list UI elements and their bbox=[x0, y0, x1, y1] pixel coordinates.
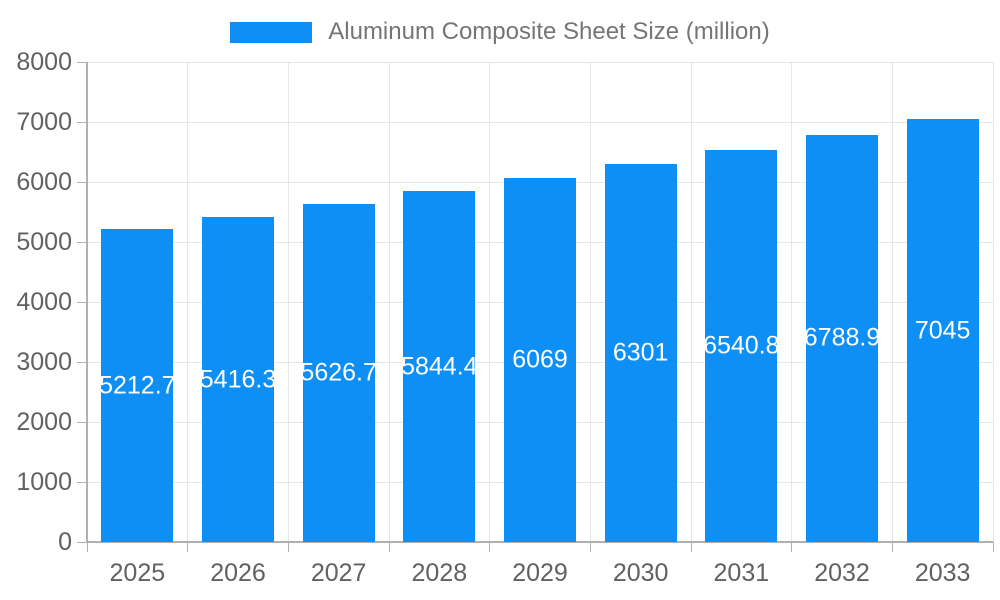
x-axis-line bbox=[87, 541, 993, 543]
y-axis-tick bbox=[77, 301, 87, 303]
gridline-horizontal bbox=[87, 61, 993, 63]
x-axis-tick bbox=[388, 542, 390, 552]
bar[interactable] bbox=[403, 191, 476, 542]
bar[interactable] bbox=[202, 217, 274, 542]
legend-label: Aluminum Composite Sheet Size (million) bbox=[328, 18, 770, 45]
y-axis-tick bbox=[77, 61, 87, 63]
bar[interactable] bbox=[504, 177, 576, 542]
y-axis-tick bbox=[77, 241, 87, 243]
y-axis-tick-label: 7000 bbox=[16, 108, 72, 136]
gridline-horizontal bbox=[87, 121, 993, 123]
y-axis-tick-label: 6000 bbox=[16, 168, 72, 196]
gridline-vertical bbox=[187, 62, 189, 542]
legend-item[interactable]: Aluminum Composite Sheet Size (million) bbox=[230, 18, 770, 46]
x-axis-tick-label: 2026 bbox=[210, 559, 266, 587]
y-axis-tick-label: 8000 bbox=[16, 48, 72, 76]
y-axis-tick-label: 1000 bbox=[16, 468, 72, 496]
bar[interactable] bbox=[806, 134, 878, 542]
x-axis-tick bbox=[690, 542, 692, 552]
bar[interactable] bbox=[302, 204, 375, 542]
x-axis-tick-label: 2032 bbox=[814, 559, 870, 587]
gridline-vertical bbox=[388, 62, 390, 542]
x-axis-tick-label: 2028 bbox=[411, 559, 468, 587]
bar[interactable] bbox=[705, 149, 778, 542]
y-axis-tick-label: 2000 bbox=[16, 408, 72, 436]
y-axis-tick bbox=[77, 181, 87, 183]
bar[interactable] bbox=[101, 229, 174, 542]
x-axis-tick bbox=[589, 542, 591, 552]
y-axis-tick bbox=[77, 361, 87, 363]
x-axis-tick-label: 2033 bbox=[914, 559, 971, 587]
x-axis-tick bbox=[791, 542, 793, 552]
gridline-vertical bbox=[589, 62, 591, 542]
x-axis-tick-label: 2027 bbox=[310, 559, 367, 587]
gridline-vertical bbox=[992, 62, 994, 542]
x-axis-tick-label: 2030 bbox=[612, 559, 669, 587]
gridline-vertical bbox=[287, 62, 289, 542]
y-axis-tick-label: 3000 bbox=[16, 348, 72, 376]
gridline-vertical bbox=[690, 62, 692, 542]
x-axis-tick bbox=[187, 542, 189, 552]
gridline-vertical bbox=[489, 62, 491, 542]
y-axis-tick bbox=[77, 421, 87, 423]
gridline-vertical bbox=[791, 62, 793, 542]
gridline-vertical bbox=[891, 62, 893, 542]
x-axis-tick bbox=[992, 542, 994, 552]
x-axis-tick bbox=[891, 542, 893, 552]
x-axis-tick bbox=[287, 542, 289, 552]
y-axis-tick-label: 0 bbox=[58, 528, 72, 556]
y-axis-tick bbox=[77, 121, 87, 123]
x-axis-tick-label: 2029 bbox=[512, 559, 568, 587]
legend-swatch bbox=[230, 21, 313, 43]
y-axis-tick-label: 4000 bbox=[16, 288, 72, 316]
x-axis-tick bbox=[86, 542, 88, 552]
bar[interactable] bbox=[906, 119, 979, 542]
y-axis-tick-label: 5000 bbox=[16, 228, 72, 256]
x-axis-tick-label: 2025 bbox=[109, 559, 166, 587]
y-axis-line bbox=[86, 62, 88, 542]
bar[interactable] bbox=[604, 163, 677, 542]
y-axis-tick bbox=[77, 541, 87, 543]
y-axis-tick bbox=[77, 481, 87, 483]
legend: Aluminum Composite Sheet Size (million) bbox=[0, 18, 1000, 46]
x-axis-tick bbox=[489, 542, 491, 552]
x-axis-tick-label: 2031 bbox=[713, 559, 770, 587]
